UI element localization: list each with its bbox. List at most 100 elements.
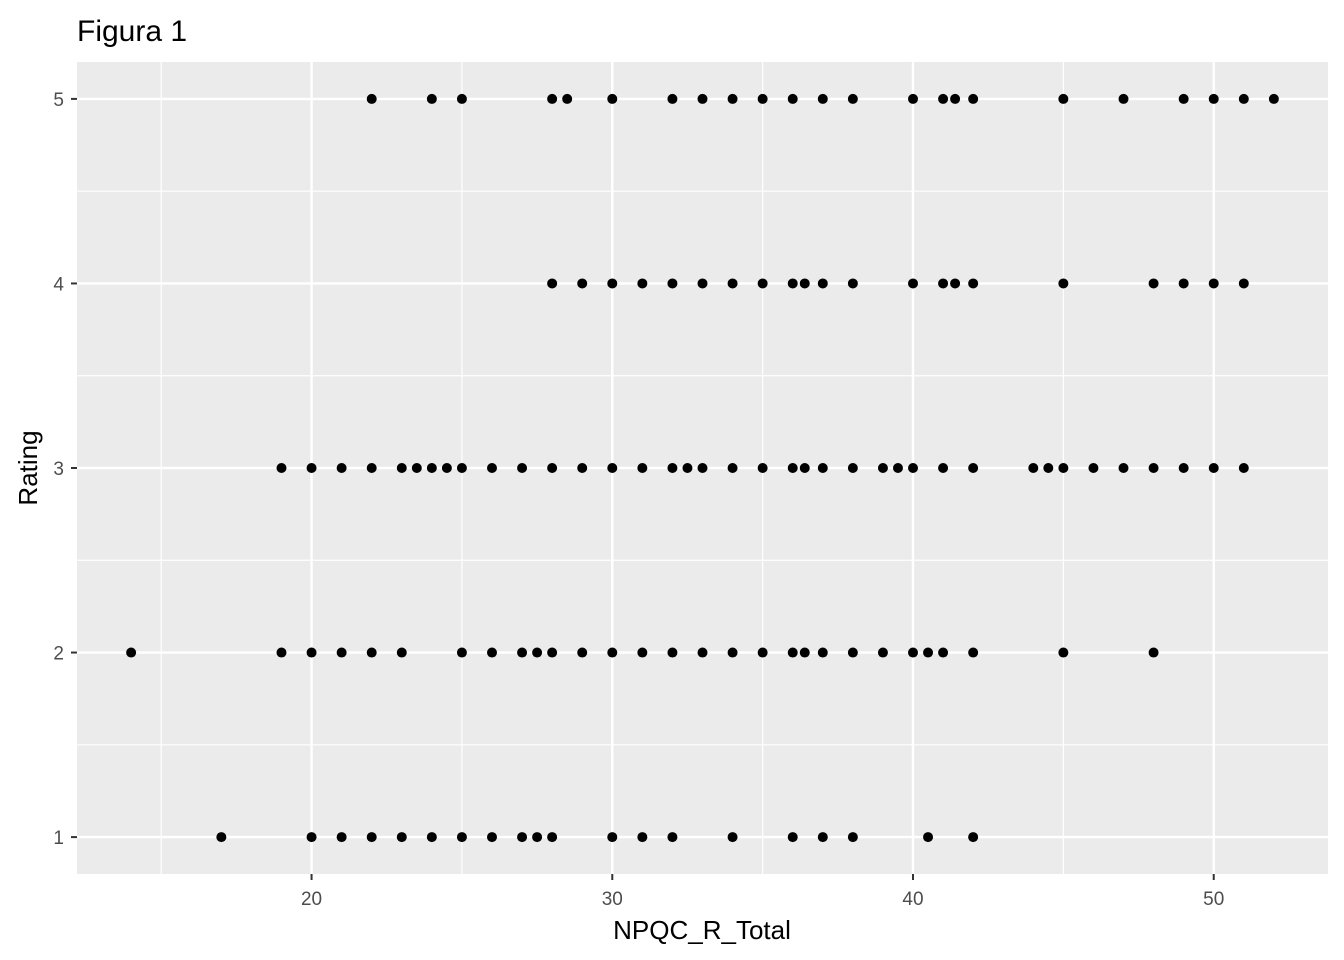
data-point [1058,463,1069,473]
data-point [968,647,979,658]
data-point [396,463,407,473]
data-point [697,647,708,658]
data-point [1058,647,1069,658]
y-axis: 1 2 3 4 5 [53,90,77,849]
data-point [1148,463,1159,473]
data-point [607,832,618,843]
data-point [1043,463,1054,473]
data-point [547,647,558,658]
data-point [757,463,768,473]
data-point [727,832,738,843]
data-point [577,278,588,289]
data-point [411,463,422,473]
data-point [577,647,588,658]
data-point [126,647,137,658]
data-point [908,463,919,473]
x-tick-label: 40 [902,889,923,910]
chart-title: Figura 1 [77,15,187,48]
data-point [607,647,618,658]
data-point [1208,93,1219,104]
data-point [1178,278,1189,289]
data-point [1058,93,1069,104]
data-point [532,832,543,843]
data-point [938,93,949,104]
data-point [1208,463,1219,473]
x-axis: 20 30 40 50 [301,874,1224,910]
data-point [637,832,648,843]
data-point [577,463,588,473]
data-point [441,463,452,473]
data-point [336,647,347,658]
data-point [1118,93,1129,104]
data-point [1058,278,1069,289]
data-point [697,463,708,473]
data-point [306,647,317,658]
data-point [968,278,979,289]
data-point [216,832,227,843]
data-point [366,832,377,843]
data-point [908,93,919,104]
y-axis-title: Rating [13,430,43,505]
data-point [1148,278,1159,289]
data-point [787,832,798,843]
data-point [456,832,467,843]
data-point [547,463,558,473]
data-point [366,93,377,104]
data-point [938,278,949,289]
data-point [799,463,810,473]
data-point [637,463,648,473]
data-point [486,463,497,473]
data-point [547,93,558,104]
data-point [1028,463,1039,473]
data-point [938,463,949,473]
data-point [562,93,573,104]
data-point [817,463,828,473]
data-point [757,647,768,658]
data-point [727,278,738,289]
data-point [667,463,678,473]
x-tick-label: 20 [301,889,322,910]
data-point [456,463,467,473]
y-tick-label: 4 [53,274,64,295]
data-point [456,647,467,658]
data-point [1238,463,1249,473]
data-point [787,278,798,289]
data-point [1178,93,1189,104]
data-point [607,463,618,473]
data-point [667,832,678,843]
data-point [517,463,528,473]
data-point [336,463,347,473]
data-point [787,463,798,473]
data-point [968,832,979,843]
data-point [950,93,961,104]
data-point [892,463,903,473]
data-point [1238,278,1249,289]
data-point [517,832,528,843]
data-point [847,93,858,104]
y-tick-label: 2 [53,644,64,665]
data-point [486,832,497,843]
data-point [787,93,798,104]
data-point [938,647,949,658]
data-point [336,832,347,843]
data-point [366,647,377,658]
data-point [637,647,648,658]
data-point [1208,278,1219,289]
data-point [817,647,828,658]
data-point [757,278,768,289]
data-point [486,647,497,658]
x-tick-label: 30 [602,889,623,910]
data-point [847,463,858,473]
data-point [799,278,810,289]
data-point [877,647,888,658]
data-point [667,647,678,658]
data-point [877,463,888,473]
x-tick-label: 50 [1203,889,1224,910]
data-point [908,647,919,658]
data-point [923,832,934,843]
data-point [306,463,317,473]
data-point [847,647,858,658]
data-point [847,278,858,289]
data-point [817,93,828,104]
